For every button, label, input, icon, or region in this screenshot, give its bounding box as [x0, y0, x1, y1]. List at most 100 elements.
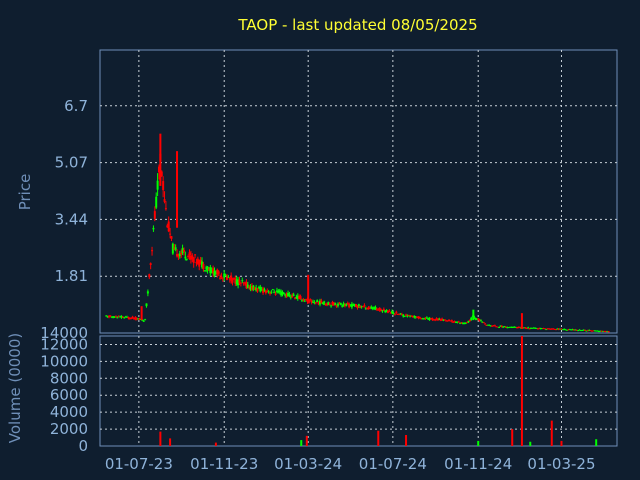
price-candle-body [586, 330, 589, 332]
volume-bars [159, 336, 598, 446]
x-axis: 01-07-23 01-11-23 01-03-24 01-07-24 01-11-24… [105, 455, 596, 473]
price-candle-body [588, 329, 591, 331]
price-candle-body [603, 330, 606, 332]
price-candle-body [425, 317, 428, 319]
price-candle-body [260, 289, 263, 291]
price-candle-body [348, 303, 351, 308]
price-candle-body [267, 291, 270, 293]
price-candle-body [349, 304, 352, 306]
price-candle-body [411, 316, 414, 318]
price-candle-body [114, 316, 117, 318]
price-candle-body [488, 324, 491, 326]
price-candle-body [285, 293, 288, 297]
price-candle-body [564, 329, 567, 331]
price-candle-body [239, 282, 242, 284]
volume-bar [529, 441, 532, 446]
price-candle-body [182, 250, 185, 252]
price-candle-body [198, 259, 201, 267]
price-candle-body [117, 316, 120, 318]
price-candle-body [331, 301, 334, 305]
price-candle-body [543, 328, 546, 330]
x-tick-label: 01-11-23 [190, 455, 258, 473]
volume-tick-label: 8000 [50, 369, 88, 387]
price-candle-body [386, 310, 389, 313]
price-candle-body [274, 293, 277, 295]
price-candle-body [142, 320, 145, 322]
volume-tick-label: 0 [78, 437, 88, 455]
price-candle-body [507, 327, 510, 329]
price-candle-body [196, 258, 199, 264]
price-candle-body [400, 314, 403, 316]
price-candle-body [482, 322, 485, 324]
price-candle-body [257, 286, 260, 288]
price-candle-body [110, 316, 113, 318]
price-candle-body [262, 288, 265, 293]
price-candle-body [582, 329, 585, 331]
price-candle-body [391, 310, 394, 314]
price-candle-body [574, 329, 577, 331]
price-candle-body [492, 325, 495, 327]
price-candle-body [591, 330, 594, 332]
price-candle-body [498, 326, 501, 328]
price-candle-body [180, 252, 183, 255]
price-candle-body [475, 319, 478, 321]
price-candle-body [245, 282, 248, 289]
price-candle-body [589, 330, 592, 332]
price-candle-body [550, 328, 553, 330]
price-candle-body [232, 277, 235, 279]
price-candle-body [510, 327, 513, 329]
price-axis-label: Price [16, 174, 34, 211]
price-candle-body [464, 322, 467, 324]
price-candle-body [448, 319, 451, 321]
price-candle-body [108, 315, 111, 318]
price-candle-body [298, 296, 301, 299]
price-candle-body [316, 300, 319, 303]
price-candle-body [207, 269, 210, 271]
price-candle-body [431, 318, 434, 320]
price-candle-body [266, 291, 269, 293]
price-candle-body [399, 313, 402, 315]
price-candle-body [524, 327, 527, 329]
price-candle-body [241, 280, 244, 282]
price-candle-body [398, 313, 401, 315]
price-candle-body [393, 313, 396, 315]
price-candle-body [368, 307, 371, 309]
price-candle-body [527, 327, 530, 329]
price-tick-label: 14000 [40, 324, 88, 342]
price-candle-body [509, 326, 512, 328]
price-panel: 14000 1.81 3.44 5.07 6.7 [40, 49, 618, 342]
price-candle-body [532, 327, 535, 329]
price-candle-body [525, 328, 528, 330]
price-candle-body [450, 320, 453, 322]
price-candle-body [432, 319, 435, 321]
price-candle-body [489, 325, 492, 327]
price-candle-body [133, 318, 136, 320]
price-candle-body [477, 318, 480, 320]
price-candle-body [499, 325, 502, 327]
price-candle-body [128, 318, 131, 320]
price-candle-body [424, 317, 427, 319]
price-candle-body [280, 291, 283, 296]
price-candle-body [116, 317, 119, 319]
price-candle-body [217, 271, 220, 274]
price-candle-body [317, 302, 320, 305]
price-candle-body [309, 299, 312, 301]
price-candle-body [385, 309, 388, 312]
price-candle-body [430, 318, 433, 320]
price-candle-body [445, 320, 448, 322]
price-candle-body [478, 319, 481, 322]
price-candle-body [130, 317, 133, 319]
price-candle-body [256, 288, 259, 292]
price-candle-body [244, 282, 247, 284]
price-candle-body [463, 323, 466, 325]
volume-bar [477, 440, 480, 446]
price-candle-body [364, 308, 367, 310]
x-tick-label: 01-07-24 [359, 455, 427, 473]
price-candle-body [371, 307, 374, 309]
price-candle-body [195, 261, 198, 264]
price-candle-body [230, 275, 233, 281]
price-candle-body [531, 327, 534, 329]
price-candle-body [152, 227, 155, 230]
price-candle-body [134, 317, 137, 320]
price-candle-body [428, 317, 431, 320]
